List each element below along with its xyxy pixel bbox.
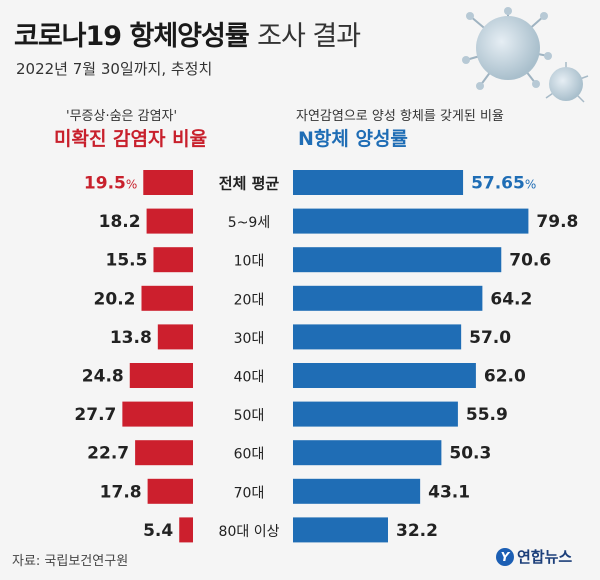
- brand-name: 연합뉴스: [517, 548, 573, 566]
- right-bar: [293, 208, 529, 234]
- brand-logo-icon: Y: [496, 547, 514, 566]
- left-bar: [179, 517, 193, 543]
- category-label: 50대: [234, 408, 265, 424]
- category-label: 80대 이상: [219, 524, 280, 540]
- right-value-label: 79.8: [536, 212, 578, 232]
- left-bar: [143, 170, 193, 195]
- right-bar: [293, 247, 502, 273]
- left-value-label: 24.8: [82, 367, 124, 387]
- right-value-label: 43.1: [428, 482, 470, 502]
- right-bar: [293, 324, 462, 350]
- category-label: 60대: [234, 447, 265, 463]
- virus-icon: [462, 7, 589, 103]
- category-label: 40대: [234, 370, 265, 386]
- right-value-label: 50.3: [449, 444, 491, 464]
- left-bar: [122, 401, 193, 427]
- source-note: 자료: 국립보건연구원: [12, 554, 129, 569]
- right-bar: [293, 401, 458, 427]
- left-bar: [129, 363, 193, 388]
- page-title: 코로나19 항체양성률 조사 결과: [14, 14, 361, 53]
- right-value-unit: %: [525, 178, 536, 192]
- brand: Y 연합뉴스: [496, 546, 572, 567]
- left-value-label: 15.5: [106, 251, 148, 271]
- right-bar: [293, 478, 421, 504]
- category-label: 30대: [234, 331, 265, 347]
- left-bar: [135, 440, 193, 466]
- left-value-unit: %: [126, 178, 137, 192]
- left-value-label: 13.8: [110, 328, 152, 348]
- title-light: 조사 결과: [257, 21, 361, 52]
- right-panel-note: 자연감염으로 양성 항체를 갖게된 비율: [296, 109, 504, 124]
- left-bar: [157, 324, 193, 350]
- left-panel-note: '무증상·숨은 감염자': [66, 109, 178, 124]
- right-bar: [293, 517, 388, 543]
- left-value-label: 18.2: [99, 212, 141, 232]
- right-value-label: 32.2: [396, 521, 438, 541]
- right-value-label: 57.0: [469, 328, 511, 348]
- left-value-label: 5.4: [143, 521, 173, 541]
- right-value-label: 70.6: [509, 251, 551, 271]
- category-label: 5~9세: [228, 215, 270, 231]
- right-value-label: 62.0: [484, 367, 526, 387]
- left-bar: [146, 208, 193, 234]
- left-value-label: 27.7: [74, 405, 116, 425]
- left-value-label: 17.8: [100, 482, 142, 502]
- category-label: 70대: [234, 485, 265, 501]
- right-bar: [293, 285, 483, 311]
- right-value-label: 55.9: [466, 405, 508, 425]
- left-bar: [141, 285, 193, 311]
- left-bar: [147, 478, 193, 504]
- right-bar: [293, 440, 442, 466]
- category-label: 전체 평균: [219, 175, 280, 193]
- right-value-label: 57.65%: [471, 174, 536, 194]
- left-bar: [153, 247, 193, 273]
- right-value-label: 64.2: [490, 289, 532, 309]
- category-label: 20대: [234, 292, 265, 308]
- left-value-label: 20.2: [94, 289, 136, 309]
- right-panel-heading: N항체 양성률: [298, 128, 408, 150]
- title-bold: 코로나19 항체양성률: [14, 21, 250, 52]
- left-panel-heading: 미확진 감염자 비율: [54, 128, 208, 150]
- right-bar: [293, 170, 464, 195]
- right-bar: [293, 363, 476, 388]
- left-value-label: 19.5%: [84, 174, 137, 194]
- left-value-label: 22.7: [87, 444, 129, 464]
- category-label: 10대: [234, 254, 265, 270]
- subtitle: 2022년 7월 30일까지, 추정치: [16, 60, 213, 78]
